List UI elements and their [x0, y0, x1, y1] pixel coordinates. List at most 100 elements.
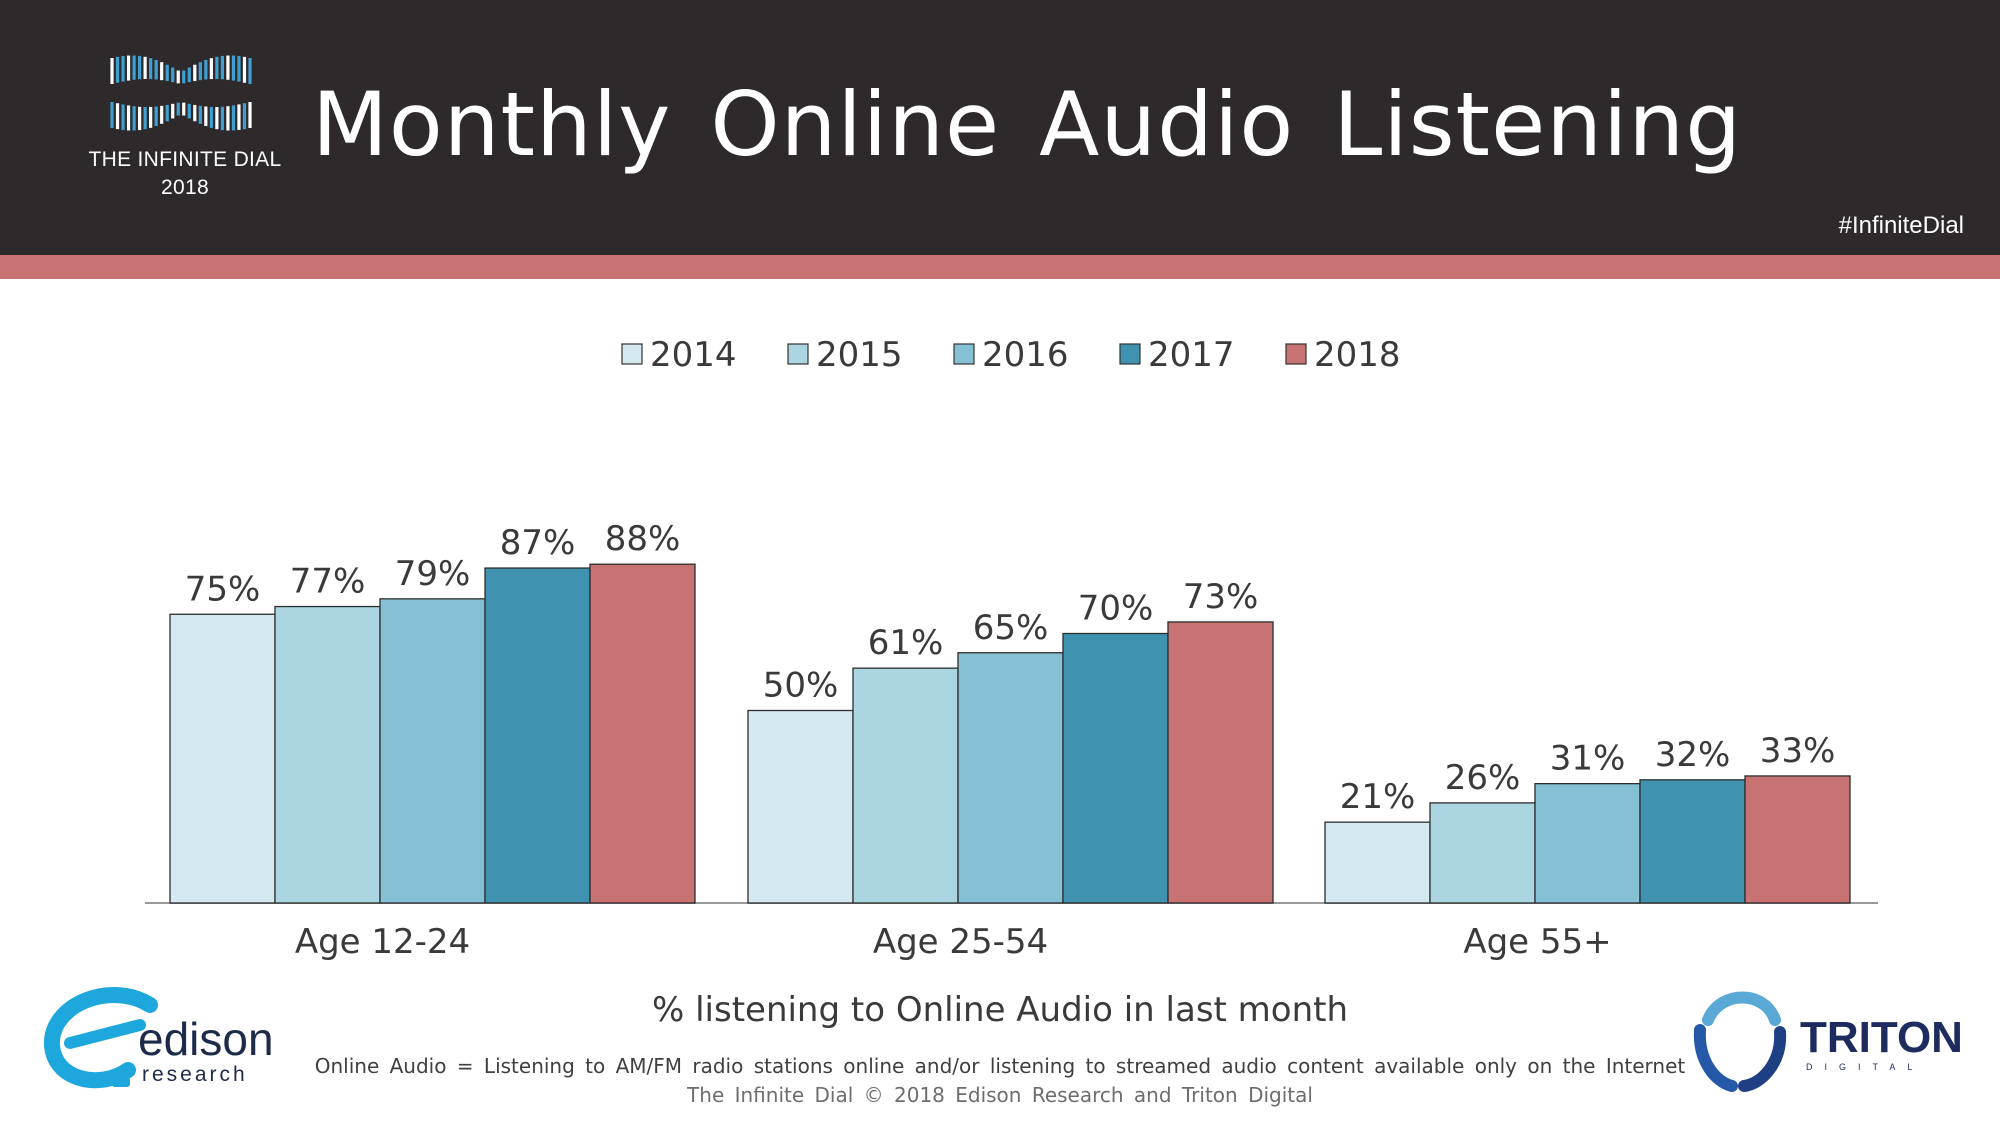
logo-bar-bottom	[154, 106, 158, 127]
logo-bar-top	[193, 64, 197, 82]
header-bar	[0, 0, 2000, 255]
logo-bar-top	[237, 56, 241, 82]
logo-bar-bottom	[231, 105, 236, 131]
logo-bar-top	[110, 58, 114, 84]
logo-bar-bottom	[204, 106, 208, 127]
logo-bar-top	[121, 56, 125, 82]
logo-bar-bottom	[209, 106, 213, 128]
bar-age-12-24-2015	[274, 605, 381, 904]
edison-sub: research	[142, 1063, 248, 1086]
hashtag-label: #InfiniteDial	[1838, 212, 1964, 239]
bar-age-25-54-2016	[957, 652, 1064, 904]
edison-e-icon	[44, 987, 158, 1089]
legend-swatch-2014	[621, 343, 643, 365]
triton-swirl-icon	[1693, 991, 1787, 1092]
logo-bar-top	[154, 59, 158, 80]
triton-digital-logo: TRITON DIGITAL	[1693, 991, 1960, 1092]
logo-bar-bottom	[187, 103, 191, 119]
logo-bar-bottom	[215, 106, 219, 130]
data-label-age-12-24-2016: 79%	[395, 554, 471, 594]
logo-bar-top	[171, 67, 175, 83]
bar-chart: 2014 2015 2016 2017 2018 75% 77% 79% 87% 88% Age 1…	[145, 335, 1878, 962]
data-label-age-55+-2016: 31%	[1550, 739, 1626, 779]
logo-bar-bottom	[121, 104, 125, 130]
logo-bar-bottom	[126, 105, 131, 131]
logo-bar-top	[209, 58, 213, 80]
legend-label-2016: 2016	[982, 335, 1069, 375]
bar-age-55+-2016	[1534, 782, 1641, 904]
legend-swatch-2018	[1285, 343, 1307, 365]
bar-age-55+-2015	[1429, 802, 1536, 904]
logo-bar-top	[226, 55, 230, 80]
accent-stripe	[0, 255, 2000, 279]
bar-age-55+-2017	[1639, 779, 1746, 904]
logo-bar-top	[231, 55, 236, 81]
logo-bar-bottom	[149, 106, 153, 128]
bar-age-25-54-2014	[747, 709, 854, 904]
logo-bar-bottom	[182, 102, 186, 116]
data-label-age-12-24-2017: 87%	[500, 523, 576, 563]
logo-bar-top	[165, 64, 169, 82]
logo-bar-bottom	[138, 106, 142, 131]
category-label-2: Age 55+	[1463, 922, 1611, 962]
logo-bar-bottom	[242, 103, 247, 130]
data-label-age-12-24-2018: 88%	[605, 519, 681, 559]
logo-bar-top	[176, 70, 180, 84]
logo-bar-top	[182, 70, 186, 84]
legend-label-2015: 2015	[816, 335, 903, 375]
data-label-age-12-24-2015: 77%	[290, 562, 366, 602]
legend-swatch-2015	[787, 343, 809, 365]
brand-line-2: 2018	[161, 176, 209, 199]
chart-caption: % listening to Online Audio in last mont…	[651, 990, 1349, 1030]
logo-bar-bottom	[248, 102, 252, 128]
logo-bar-top	[126, 55, 131, 81]
edison-research-logo: edison research	[44, 987, 274, 1089]
logo-bar-bottom	[226, 106, 230, 131]
data-label-age-25-54-2016: 65%	[973, 608, 1049, 648]
brand-text: THE INFINITE DIAL 2018	[80, 146, 290, 202]
logo-bar-bottom	[160, 105, 164, 124]
legend-swatch-2017	[1119, 343, 1141, 365]
data-label-age-25-54-2014: 50%	[763, 666, 839, 706]
data-label-age-55+-2014: 21%	[1340, 777, 1416, 817]
logo-bar-bottom	[143, 106, 147, 130]
bar-age-12-24-2018	[589, 563, 696, 904]
brand-line-1: THE INFINITE DIAL	[88, 148, 282, 171]
logo-bar-top	[187, 67, 191, 83]
data-label-age-25-54-2017: 70%	[1078, 589, 1154, 629]
logo-bar-bottom	[193, 104, 197, 122]
logo-bar-bottom	[198, 105, 202, 124]
bar-age-25-54-2018	[1167, 621, 1274, 904]
logo-bar-top	[143, 56, 147, 80]
logo-bar-top	[132, 55, 136, 80]
data-label-age-55+-2015: 26%	[1445, 758, 1521, 798]
logo-bar-top	[242, 56, 247, 83]
bar-age-12-24-2016	[379, 598, 486, 904]
legend-label-2017: 2017	[1148, 335, 1235, 375]
data-label-age-25-54-2015: 61%	[868, 623, 944, 663]
logo-bar-top	[149, 58, 153, 80]
edison-word: edison	[138, 1013, 274, 1065]
data-label-age-25-54-2018: 73%	[1183, 577, 1259, 617]
infinite-dial-logo-icon	[110, 55, 252, 131]
logo-bar-bottom	[220, 106, 224, 131]
logo-bar-top	[204, 59, 208, 80]
bar-age-25-54-2017	[1062, 632, 1169, 904]
triton-word: TRITON	[1800, 1013, 1960, 1062]
legend-label-2018: 2018	[1314, 335, 1401, 375]
logo-bar-top	[115, 56, 120, 83]
copyright-line: The Infinite Dial © 2018 Edison Research…	[687, 1083, 1313, 1107]
bar-age-12-24-2017	[484, 567, 591, 904]
bar-age-25-54-2015	[852, 667, 959, 904]
logo-bar-bottom	[165, 104, 169, 122]
logo-bar-bottom	[132, 106, 136, 131]
category-label-1: Age 25-54	[873, 922, 1048, 962]
data-label-age-12-24-2014: 75%	[185, 569, 261, 609]
bar-age-55+-2014	[1324, 821, 1431, 904]
logo-bar-top	[220, 55, 224, 80]
logo-bar-bottom	[115, 103, 120, 130]
logo-bar-top	[160, 62, 164, 81]
data-label-age-55+-2017: 32%	[1655, 735, 1731, 775]
logo-bar-bottom	[171, 103, 175, 119]
legend-label-2014: 2014	[650, 335, 737, 375]
